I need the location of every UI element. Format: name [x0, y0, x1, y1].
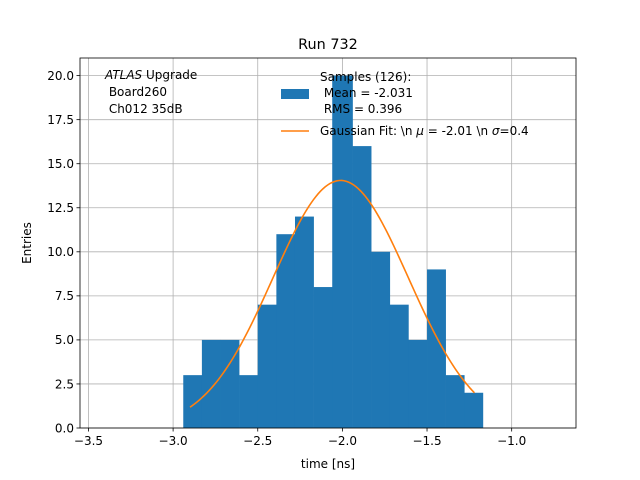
x-tick-label: −3.0 [159, 434, 188, 448]
histogram-bar [276, 234, 296, 428]
fit-curve-layer [189, 179, 476, 408]
legend-fit-sigma: σ [492, 124, 500, 138]
legend-hist-line-2: Mean = -2.031 [320, 86, 413, 100]
histogram-bar [239, 375, 259, 428]
legend-hist-line-1: Samples (126): [320, 70, 411, 84]
histogram-bar [257, 304, 277, 428]
legend-hist-swatch [281, 89, 309, 99]
histogram-bar [332, 75, 353, 428]
x-axis-ticks: −3.5 −3.0 −2.5 −2.0 −1.5 −1.0 [74, 428, 526, 448]
histogram-bar [313, 287, 333, 428]
y-axis-ticks: 0.0 2.5 5.0 7.5 10.0 12.5 15.0 17.5 20.0 [47, 69, 80, 435]
legend: Samples (126): Mean = -2.031 RMS = 0.396… [281, 70, 529, 138]
svg-text:ATLAS Upgrade: ATLAS Upgrade [104, 68, 197, 82]
x-axis-label: time [ns] [301, 457, 355, 471]
histogram-bar [371, 251, 391, 428]
x-tick-label: −2.5 [243, 434, 272, 448]
x-tick-label: −3.5 [74, 434, 103, 448]
histogram-bar [352, 146, 372, 428]
x-tick-label: −1.0 [497, 434, 526, 448]
y-tick-label: 0.0 [55, 421, 74, 435]
y-tick-label: 7.5 [55, 289, 74, 303]
y-tick-label: 10.0 [47, 245, 74, 259]
histogram-bar [201, 339, 221, 428]
legend-fit-suffix: =0.4 [500, 124, 529, 138]
y-tick-label: 20.0 [47, 69, 74, 83]
y-tick-label: 12.5 [47, 201, 74, 215]
histogram-bar [389, 304, 409, 428]
histogram-bar [445, 375, 465, 428]
board-label: Board260 [105, 85, 167, 99]
histogram-bar [427, 269, 446, 428]
legend-fit-mu: μ [415, 124, 424, 138]
legend-fit-label: Gaussian Fit: \n μ = -2.01 \n σ=0.4 [320, 124, 529, 138]
histogram-bar [183, 375, 203, 428]
legend-hist-line-3: RMS = 0.396 [320, 102, 402, 116]
plot-frame [79, 57, 577, 429]
y-tick-label: 2.5 [55, 377, 74, 391]
atlas-annotation: ATLAS Upgrade Board260 Ch012 35dB [104, 68, 197, 116]
histogram-bar [464, 392, 484, 428]
y-tick-label: 17.5 [47, 113, 74, 127]
histogram-bars [183, 75, 484, 428]
histogram-bar [408, 339, 428, 428]
channel-label: Ch012 35dB [105, 102, 183, 116]
y-axis-label: Entries [20, 222, 34, 264]
gaussian-fit-curve [189, 179, 476, 408]
chart-title: Run 732 [298, 37, 358, 53]
y-tick-label: 15.0 [47, 157, 74, 171]
x-tick-label: −2.0 [328, 434, 357, 448]
atlas-label: ATLAS [104, 68, 143, 82]
x-tick-label: −1.5 [412, 434, 441, 448]
y-tick-label: 5.0 [55, 333, 74, 347]
legend-fit-mid: = -2.01 \n [424, 124, 492, 138]
histogram-bar [220, 339, 240, 428]
legend-fit-prefix: Gaussian Fit: \n [320, 124, 416, 138]
histogram-bar [294, 216, 314, 428]
upgrade-label: Upgrade [142, 68, 197, 82]
